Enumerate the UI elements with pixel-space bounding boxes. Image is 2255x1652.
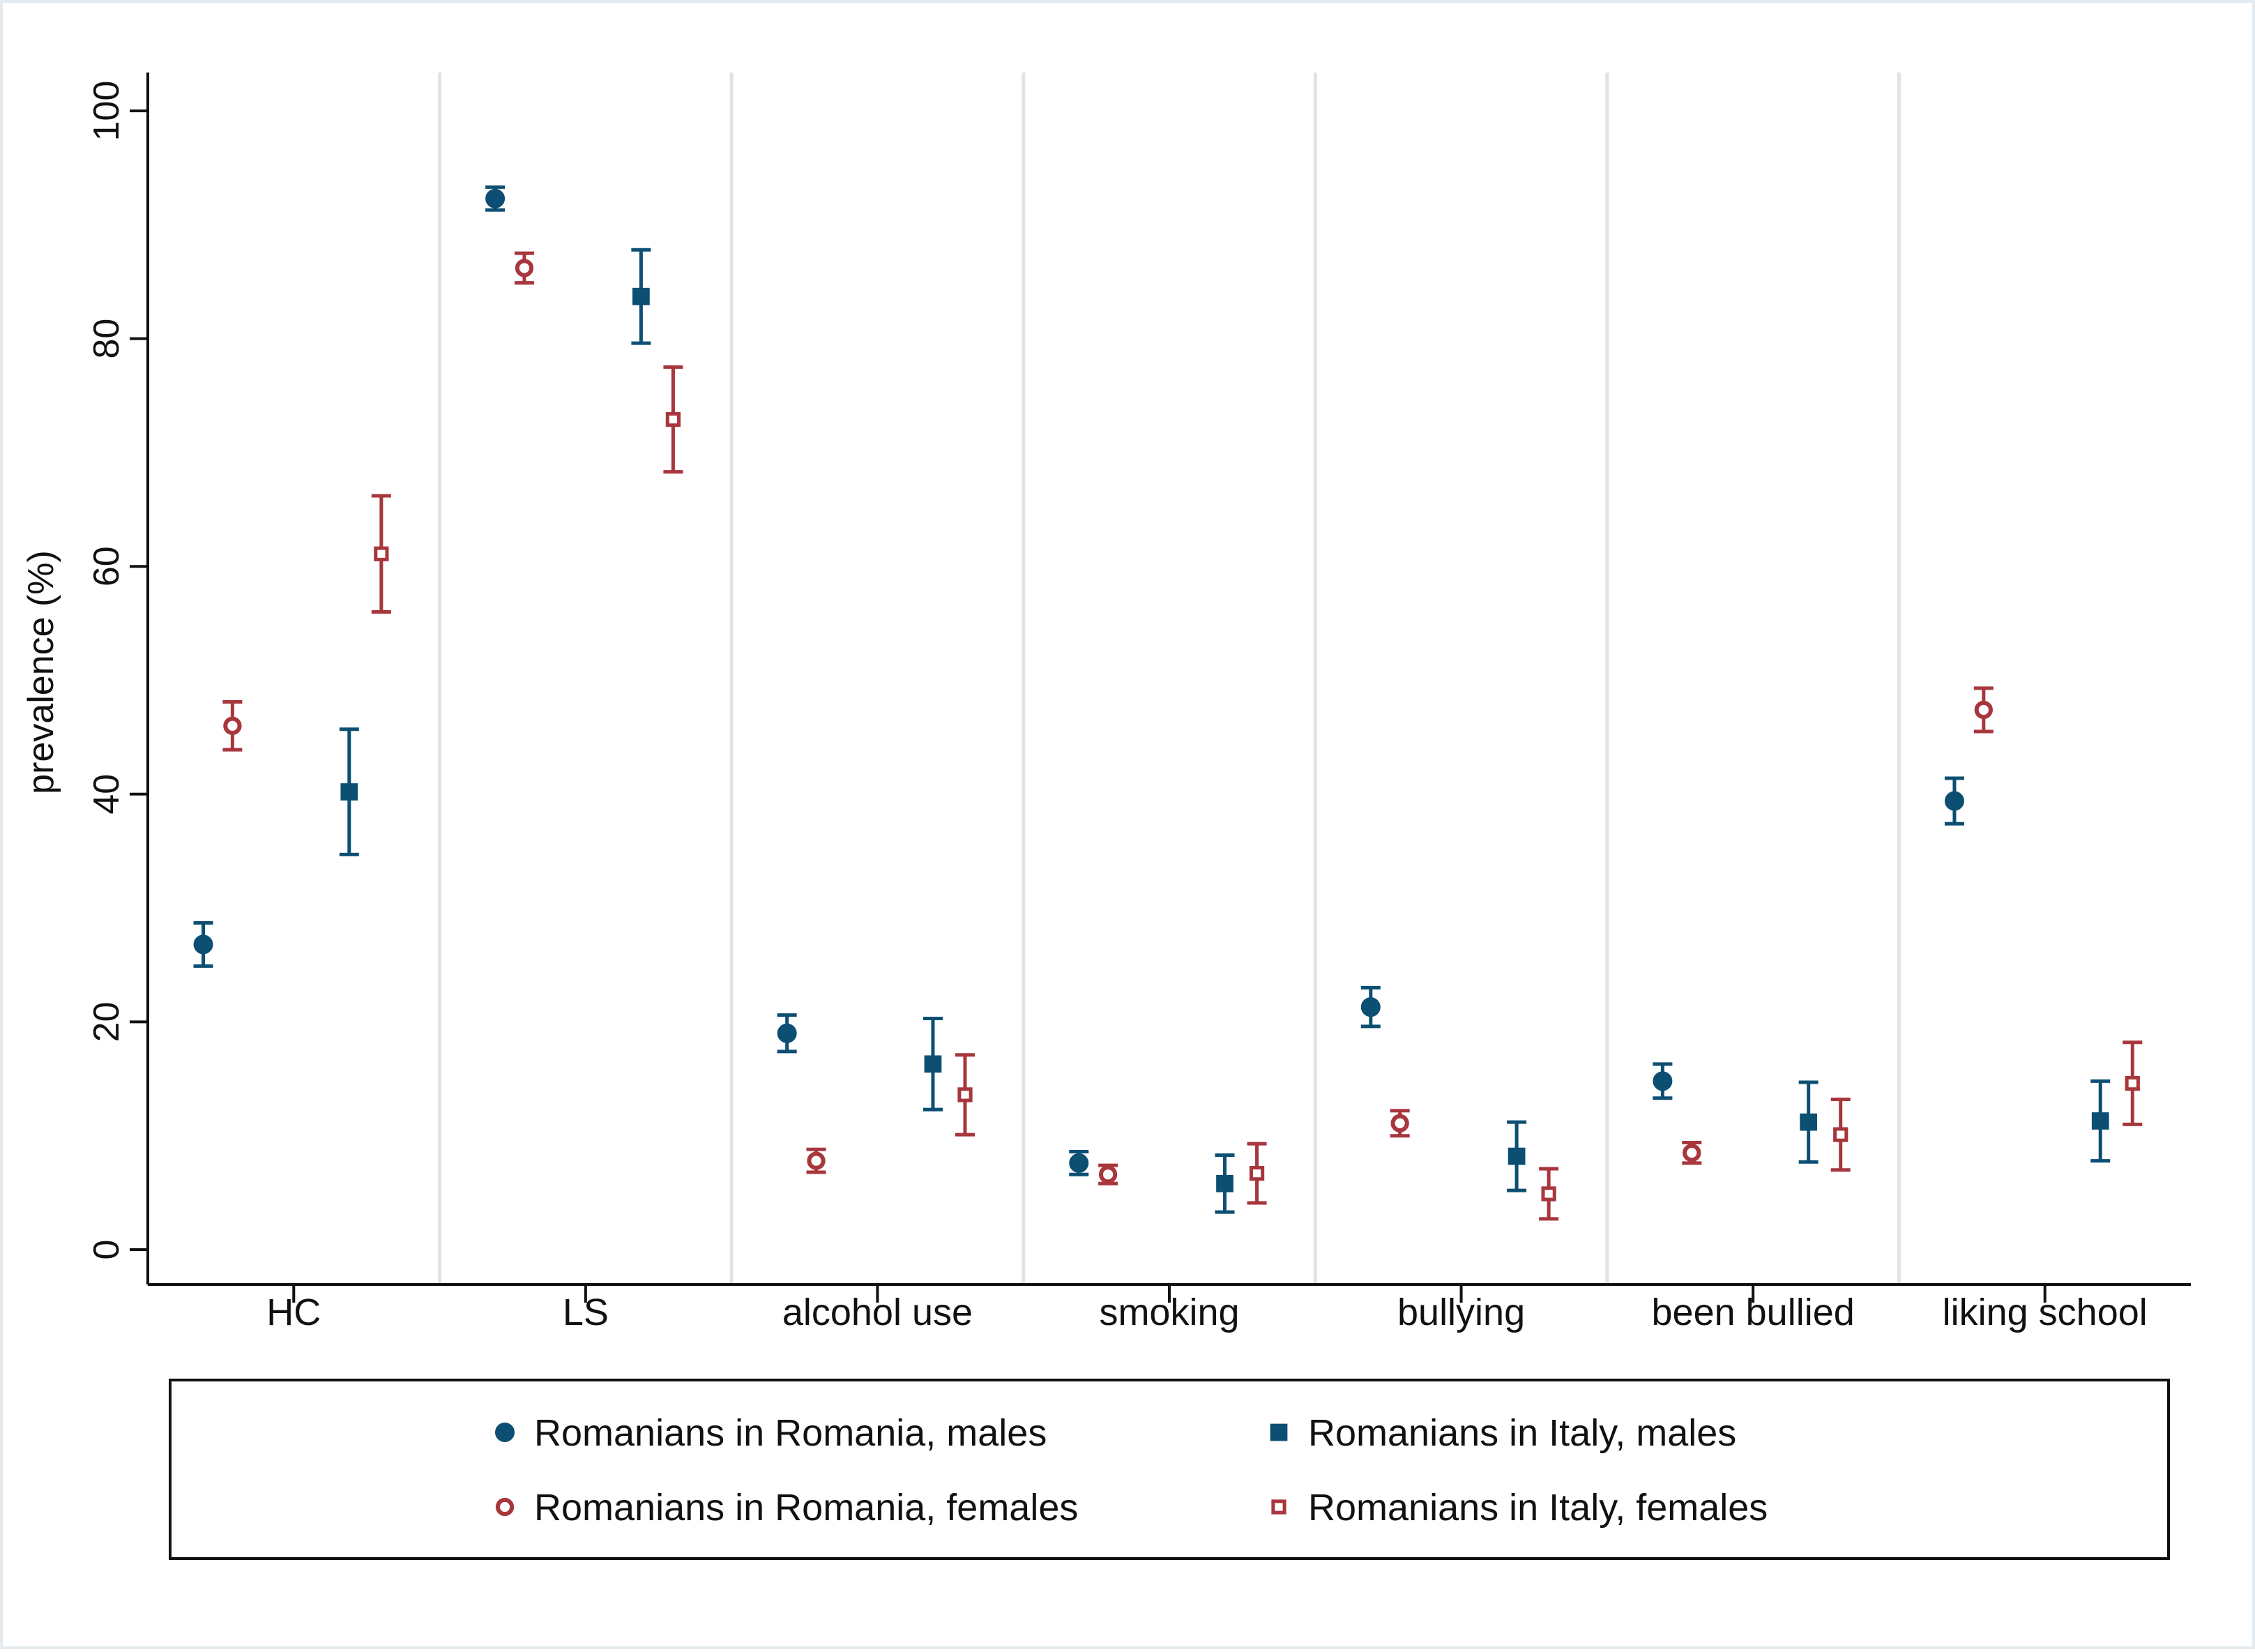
x-tick-label-been-bullied: been bullied [1652,1291,1855,1333]
category-separators [438,73,1901,1285]
point-liking-school [1974,700,1993,720]
point-been-bullied [1653,1071,1673,1091]
point-bullying [1508,1147,1526,1165]
legend-label: Romanians in Romania, females [534,1487,1078,1529]
chart: 0 20 40 60 80 100 HC LS alcohol use smoking bully… [21,73,2191,1560]
x-tick-label-bullying: bullying [1397,1291,1525,1333]
y-tick-label: 40 [86,774,127,814]
y-tick-label: 80 [86,319,127,359]
series-romanians-in-italy-males [339,248,2111,1214]
point-hc [193,934,213,955]
legend-marker [1271,1499,1286,1515]
y-tick-label: 0 [86,1240,127,1260]
point-alcohol-use [777,1023,797,1043]
x-tick-label-ls: LS [563,1291,609,1333]
point-hc [374,546,389,561]
point-been-bullied [1683,1144,1701,1162]
legend: Romanians in Romania, males Romanians in … [169,1379,2170,1560]
legend-marker [1270,1423,1288,1441]
x-tick-label-liking-school: liking school [1943,1291,2148,1333]
point-been-bullied [1833,1127,1848,1142]
point-smoking [1098,1165,1118,1184]
legend-box [169,1379,2170,1560]
series-romanians-in-romania-males [193,185,1964,1176]
y-axis: 0 20 40 60 80 100 [86,73,149,1285]
series-romanians-in-romania-females [222,251,1994,1185]
point-ls [632,287,650,305]
x-tick-label-hc: HC [266,1291,321,1333]
point-liking-school [2125,1075,2140,1091]
y-tick-label: 20 [86,1001,127,1042]
y-axis-label: prevalence (%) [21,550,61,794]
y-tick-label: 60 [86,546,127,586]
point-bullying [1360,997,1381,1017]
point-hc [223,716,242,735]
x-tick-label-alcohol-use: alcohol use [782,1291,973,1333]
legend-item-romanians-in-italy-males: Romanians in Italy, males [1270,1412,1736,1454]
x-tick-label-smoking: smoking [1099,1291,1239,1333]
point-alcohol-use [924,1055,942,1073]
point-ls [485,188,506,209]
x-axis: HC LS alcohol use smoking bullying been bulli… [148,1283,2191,1333]
legend-item-romanians-in-romania-females: Romanians in Romania, females [495,1487,1078,1529]
point-hc [340,783,358,801]
legend-label: Romanians in Romania, males [534,1412,1047,1454]
legend-marker [495,1497,515,1517]
series-layer [193,185,2143,1221]
point-bullying [1390,1114,1409,1132]
point-smoking [1216,1174,1233,1192]
legend-label: Romanians in Italy, females [1308,1487,1768,1529]
legend-item-romanians-in-italy-females: Romanians in Italy, females [1271,1487,1768,1529]
legend-marker [495,1423,515,1442]
legend-item-romanians-in-romania-males: Romanians in Romania, males [495,1412,1047,1454]
point-alcohol-use [957,1087,973,1102]
point-liking-school [2091,1112,2109,1130]
point-smoking [1069,1153,1089,1173]
point-ls [515,259,534,278]
point-been-bullied [1800,1113,1818,1131]
point-bullying [1541,1186,1556,1202]
point-liking-school [1944,791,1964,811]
point-smoking [1249,1165,1265,1181]
point-ls [665,411,681,427]
series-romanians-in-italy-females [371,365,2143,1221]
legend-label: Romanians in Italy, males [1308,1412,1736,1454]
point-alcohol-use [807,1151,826,1170]
y-tick-label: 100 [86,81,127,142]
